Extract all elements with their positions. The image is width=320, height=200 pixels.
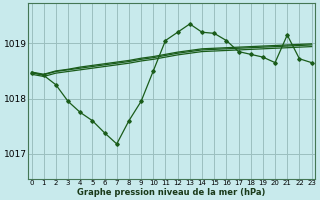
- X-axis label: Graphe pression niveau de la mer (hPa): Graphe pression niveau de la mer (hPa): [77, 188, 266, 197]
